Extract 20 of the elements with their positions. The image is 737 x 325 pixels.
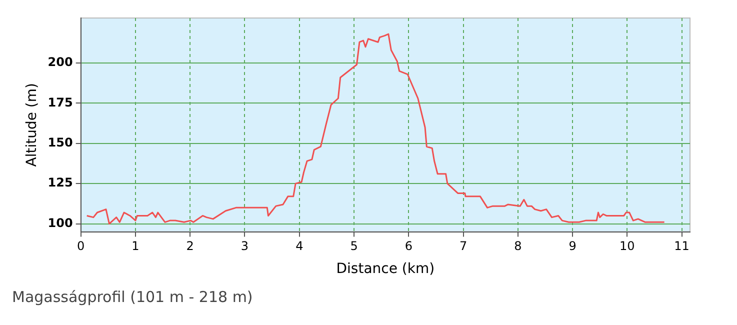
x-tick-label: 9 [568, 239, 576, 254]
y-tick-label: 150 [48, 136, 73, 150]
x-axis-title: Distance (km) [336, 261, 435, 278]
x-tick-label: 4 [296, 239, 304, 254]
y-tick-label: 175 [48, 95, 73, 110]
x-tick-label: 1 [132, 239, 140, 254]
text: Magasságprofil (101 m - 218 m) [12, 288, 253, 306]
x-tick-label: 0 [77, 239, 85, 254]
x-tick-label: 8 [514, 239, 522, 254]
y-axis-title: Altitude (m) [24, 83, 40, 167]
y-tick-label: 200 [48, 55, 73, 70]
x-tick-label: 5 [350, 239, 358, 254]
x-tick-label: 10 [620, 239, 635, 254]
y-tick-label: 100 [48, 216, 73, 230]
y-tick-label: 125 [48, 176, 73, 190]
x-tick-label: 6 [404, 239, 412, 254]
x-tick-label: 2 [186, 239, 194, 254]
x-tick-label: 3 [240, 239, 249, 254]
x-tick-label: 11 [674, 239, 690, 254]
x-tick-label: 7 [459, 239, 468, 254]
